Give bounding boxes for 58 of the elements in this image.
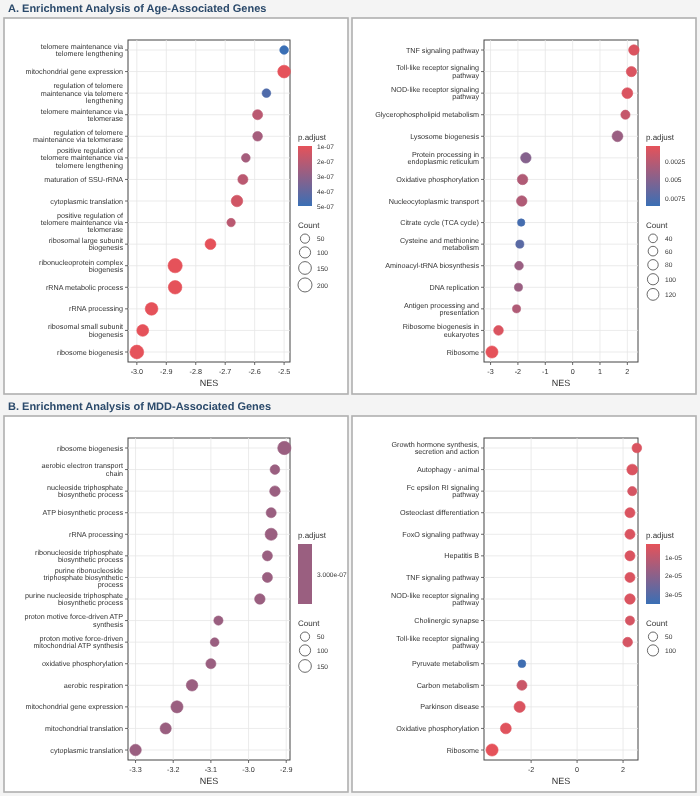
point [485,743,499,757]
point [230,194,244,208]
point [500,722,512,735]
point [277,64,291,79]
point [159,722,172,735]
point [213,615,224,626]
point [624,550,636,562]
point [515,239,525,249]
point [279,45,289,55]
point [627,486,638,497]
point [517,218,526,227]
point [621,87,634,99]
point [170,700,184,714]
point [264,527,278,541]
point [277,441,292,455]
point [626,463,638,476]
point [265,507,277,519]
point [611,130,624,143]
point [514,282,523,292]
point [237,174,249,185]
point [512,304,521,314]
point [485,345,499,359]
point [520,152,532,164]
point [252,131,263,142]
point [261,88,272,98]
point [185,679,199,692]
point [269,485,281,497]
point [129,743,142,757]
point [254,593,266,605]
point [631,442,642,454]
point [241,153,251,163]
point [516,195,528,207]
point [624,572,636,583]
point [628,44,640,56]
point [226,218,236,228]
point [624,528,636,540]
point [205,658,217,670]
point [624,507,636,519]
point [516,679,528,691]
point [269,464,281,475]
point [625,66,637,78]
point [624,593,636,605]
point [517,659,527,668]
point [513,700,526,713]
point [210,637,220,647]
point [517,173,529,185]
point [625,615,635,626]
point [514,261,524,271]
point [136,324,149,337]
point [493,325,504,336]
point [620,109,631,120]
point [262,572,273,583]
point [168,280,183,295]
point [204,238,217,250]
point [144,302,159,316]
point [622,637,633,648]
point [252,109,263,121]
point [262,550,273,562]
